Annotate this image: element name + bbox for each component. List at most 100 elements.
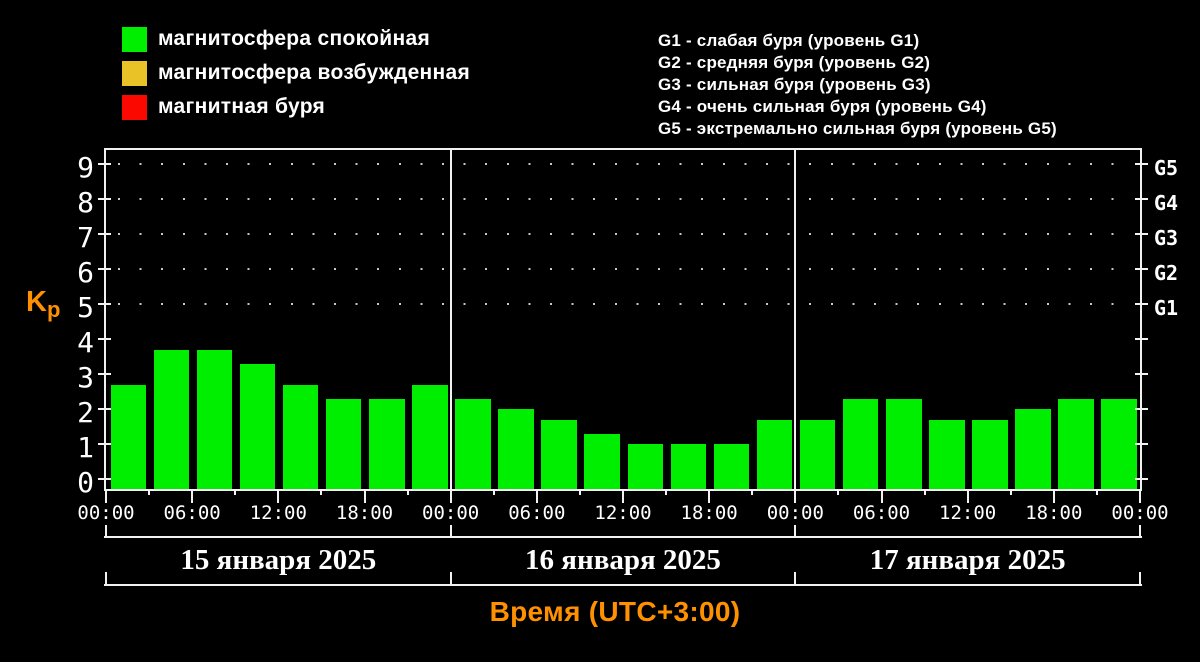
- y-axis-tick-right: [1135, 478, 1148, 480]
- kp-bar: [498, 409, 534, 489]
- time-tick-label: 18:00: [335, 502, 394, 524]
- storm-level-line: G2 - средняя буря (уровень G2): [658, 53, 931, 72]
- y-axis-tick-right: [1135, 233, 1148, 235]
- y-tick-label: 6: [77, 256, 94, 289]
- g-level-label-g3: G3: [1154, 226, 1179, 250]
- date-bracket-tick-upper: [449, 525, 452, 536]
- y-tick-label: 0: [77, 466, 94, 499]
- g-level-label-g5: G5: [1154, 156, 1179, 180]
- kp-bar: [972, 419, 1008, 489]
- time-tick-label: 00:00: [422, 502, 480, 524]
- kp-subscript: p: [46, 297, 61, 322]
- panel-divider: [449, 150, 452, 489]
- g-level-label-g4: G4: [1154, 191, 1179, 215]
- x-axis-major-tick: [622, 489, 624, 503]
- x-axis-major-tick: [1052, 489, 1055, 503]
- time-tick-label: 12:00: [594, 502, 652, 524]
- x-axis-major-tick: [966, 489, 969, 503]
- kp-bar: [713, 444, 750, 489]
- x-axis-major-tick: [191, 489, 194, 503]
- x-axis-minor-tick: [492, 489, 495, 495]
- kp-bar: [455, 398, 491, 489]
- date-label: 17 января 2025: [869, 544, 1066, 576]
- x-axis-major-tick: [277, 489, 280, 503]
- x-axis-minor-tick: [1095, 489, 1098, 495]
- time-tick-label: 12:00: [249, 502, 307, 524]
- g-level-label-g1: G1: [1154, 296, 1179, 320]
- grid-dots-level-5: [118, 303, 1132, 305]
- kp-bar: [584, 433, 620, 489]
- storm-level-line: G3 - сильная буря (уровень G3): [658, 75, 931, 94]
- date-bracket-tick-upper: [794, 525, 797, 536]
- plot-area: 0 1 2 3 4 5 6 7 8 9 G1 G2 G3 G4 G5: [77, 148, 1178, 497]
- y-axis-tick-left: [98, 198, 111, 200]
- x-axis-major-tick: [880, 489, 883, 503]
- y-tick-label: 7: [77, 221, 94, 254]
- time-tick-label: 00:00: [77, 502, 135, 524]
- legend-label: магнитосфера возбужденная: [158, 61, 471, 84]
- grid-dots-level-8: [118, 198, 1132, 200]
- y-axis-title: Kp: [26, 288, 60, 324]
- y-axis-tick-left: [98, 233, 111, 235]
- x-axis-title: Время (UTC+3:00): [489, 596, 741, 627]
- kp-bar: [670, 444, 707, 489]
- y-axis-tick-left: [98, 373, 111, 375]
- kp-bar: [627, 444, 663, 489]
- kp-bar: [541, 419, 577, 489]
- date-bracket-tick-lower: [105, 572, 107, 584]
- storm-levels-block: G1 - слабая буря (уровень G1) G2 - средня…: [658, 30, 1057, 140]
- g-level-label-g2: G2: [1154, 261, 1179, 285]
- x-axis-major-tick: [105, 489, 107, 503]
- grid-dots-level-6: [118, 268, 1132, 270]
- grid-dots-level-9: [118, 163, 1132, 165]
- kp-bar: [1058, 398, 1094, 489]
- x-axis-major-tick: [1139, 489, 1141, 503]
- time-tick-label: 00:00: [766, 502, 824, 524]
- y-axis-tick-right: [1135, 338, 1148, 340]
- kp-bar: [369, 398, 405, 489]
- time-tick-label: 00:00: [1111, 502, 1169, 524]
- y-tick-label: 9: [77, 151, 94, 184]
- date-bracket-tick-upper: [1139, 525, 1141, 536]
- date-bracket-tick-lower: [449, 572, 452, 584]
- y-tick-label: 2: [77, 396, 94, 429]
- kp-bar: [929, 419, 965, 489]
- x-axis-major-tick: [363, 489, 366, 503]
- quiet-color-swatch: [122, 26, 147, 52]
- y-axis-tick-left: [98, 338, 111, 340]
- y-axis-tick-right: [1135, 373, 1148, 375]
- y-axis-tick-left: [98, 303, 111, 305]
- kp-bar: [110, 384, 146, 489]
- x-axis-minor-tick: [578, 489, 581, 495]
- y-axis-tick-right: [1135, 303, 1148, 305]
- kp-bar: [1015, 409, 1051, 489]
- x-axis-major-tick: [449, 489, 452, 503]
- panel-divider: [794, 150, 797, 489]
- kp-bar: [1101, 398, 1137, 489]
- x-axis-minor-tick: [837, 489, 840, 495]
- time-tick-label: 06:00: [852, 502, 911, 524]
- kp-bar: [412, 384, 448, 489]
- storm-level-line: G4 - очень сильная буря (уровень G4): [658, 97, 987, 116]
- kp-bar: [325, 398, 362, 489]
- y-axis-tick-right: [1135, 443, 1148, 445]
- date-bracket-bottom-rule: [104, 584, 1142, 586]
- x-axis-minor-tick: [923, 489, 926, 495]
- time-tick-label: 18:00: [1025, 502, 1083, 524]
- storm-color-swatch: [122, 94, 147, 120]
- kp-letter: K: [26, 286, 47, 318]
- y-axis-tick-right: [1135, 268, 1148, 270]
- kp-bar: [886, 398, 922, 489]
- y-tick-label: 1: [77, 431, 94, 464]
- date-label: 16 января 2025: [525, 544, 721, 576]
- legend-item: магнитосфера возбужденная: [122, 60, 470, 86]
- time-tick-label: 18:00: [680, 502, 738, 524]
- x-axis-minor-tick: [148, 489, 151, 495]
- legend-label: магнитосфера спокойная: [158, 27, 431, 50]
- y-axis-tick-right: [1135, 198, 1148, 200]
- x-axis-major-tick: [535, 489, 538, 503]
- kp-bar: [756, 419, 793, 489]
- y-axis-tick-left: [98, 163, 111, 165]
- legend-item: магнитосфера спокойная: [122, 26, 470, 52]
- time-tick-label: 06:00: [508, 502, 566, 524]
